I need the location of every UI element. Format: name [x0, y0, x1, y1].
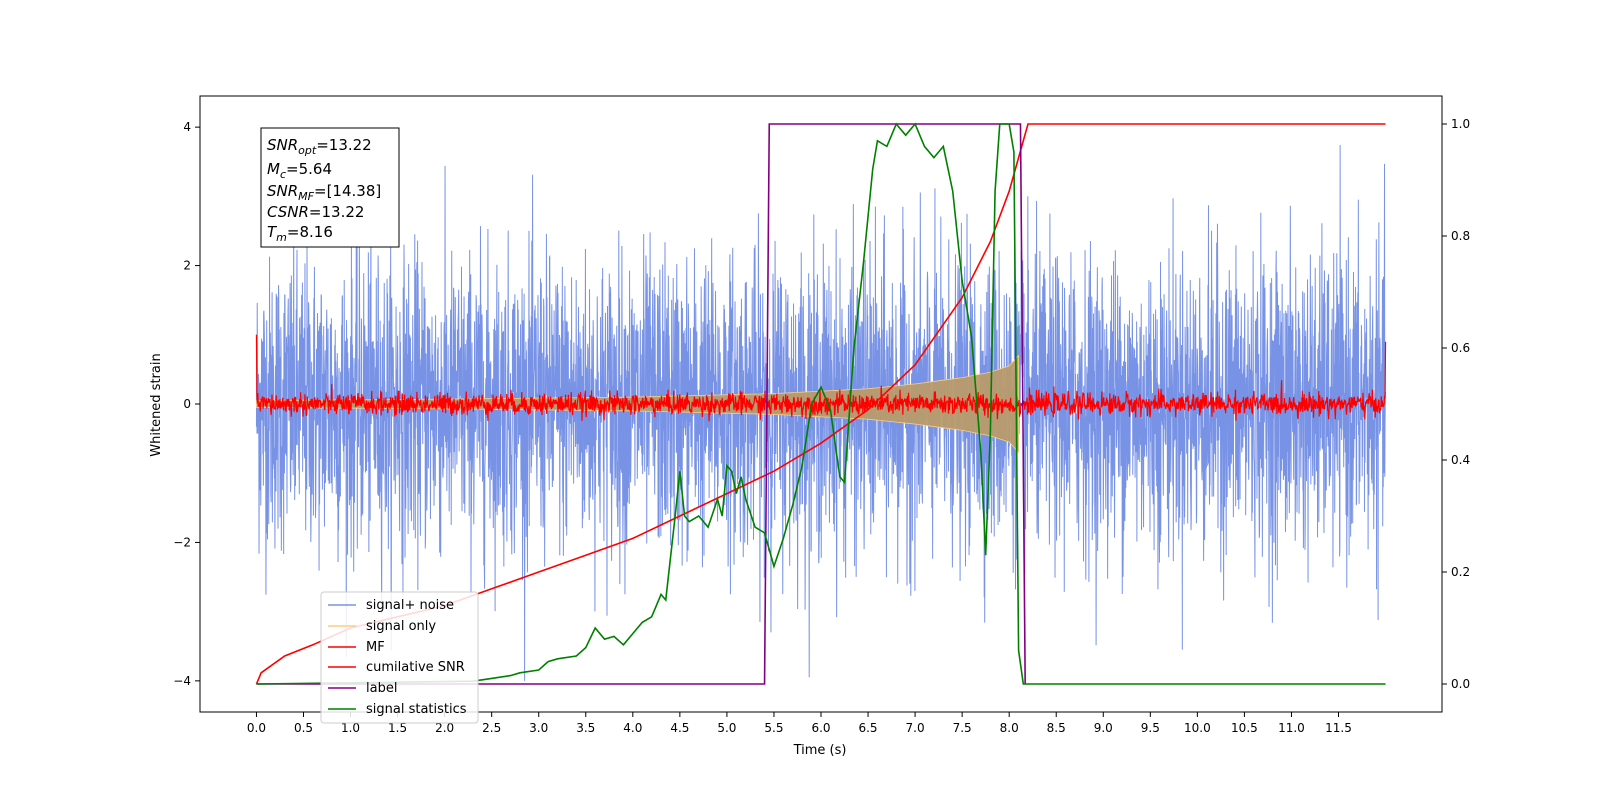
y-tick-label: −4 — [173, 674, 191, 688]
series-label — [256, 123, 1026, 685]
x-tick-label: 11.0 — [1278, 721, 1305, 735]
x-tick-label: 10.5 — [1231, 721, 1258, 735]
legend-label-signal-only: signal only — [366, 619, 436, 634]
legend-label-signal-statistics: signal statistics — [366, 702, 467, 717]
y-tick-label: 4 — [183, 120, 191, 134]
y-tick-label: −2 — [173, 535, 191, 549]
x-tick-label: 4.5 — [670, 721, 689, 735]
x-tick-label: 2.0 — [435, 721, 454, 735]
y2-tick-label: 0.8 — [1451, 229, 1470, 243]
legend-label-signal-noise: signal+ noise — [366, 598, 454, 613]
y2-tick-label: 0.6 — [1451, 341, 1470, 355]
y-tick-label: 0 — [183, 397, 191, 411]
legend-label-cumulative-snr: cumilative SNR — [366, 660, 465, 675]
y-axis-label: Whitened strain — [149, 353, 164, 456]
x-tick-label: 8.5 — [1047, 721, 1066, 735]
y2-tick-label: 1.0 — [1451, 117, 1470, 131]
x-tick-label: 0.5 — [294, 721, 313, 735]
x-tick-label: 11.5 — [1325, 721, 1352, 735]
y2-tick-label: 0.4 — [1451, 453, 1470, 467]
legend-label-mf: MF — [366, 640, 385, 655]
info-csnr: CSNR=13.22 — [267, 203, 364, 221]
y2-tick-label: 0.2 — [1451, 565, 1470, 579]
series-signal-statistics — [256, 122, 1386, 685]
info-mc: Mc=5.64 — [267, 160, 332, 181]
info-box: SNRopt=13.22 Mc=5.64 SNRMF=[14.38] CSNR=… — [260, 127, 400, 248]
x-tick-label: 9.0 — [1094, 721, 1113, 735]
x-tick-label: 7.0 — [906, 721, 925, 735]
y-axis-left: 4 2 0 −2 −4 — [173, 120, 200, 688]
y-axis-right: 1.0 0.8 0.6 0.4 0.2 0.0 — [1442, 117, 1470, 691]
legend: signal+ noise signal only MF cumilative … — [320, 591, 479, 724]
x-axis: 0.0 0.5 1.0 1.5 2.0 2.5 3.0 3.5 4.0 4.5 5.0 5.5 6.0 6… — [247, 712, 1352, 735]
x-tick-label: 5.5 — [764, 721, 783, 735]
x-tick-label: 5.0 — [717, 721, 736, 735]
series-layer — [255, 122, 1387, 685]
x-tick-label: 3.0 — [529, 721, 548, 735]
info-snr-opt: SNRopt=13.22 — [267, 136, 372, 157]
legend-label-label: label — [366, 681, 397, 696]
x-tick-label: 8.0 — [1000, 721, 1019, 735]
x-axis-label: Time (s) — [793, 743, 847, 758]
x-tick-label: 4.0 — [623, 721, 642, 735]
y2-tick-label: 0.0 — [1451, 677, 1470, 691]
info-tm: Tm=8.16 — [267, 223, 333, 244]
x-tick-label: 6.5 — [858, 721, 877, 735]
x-tick-label: 2.5 — [482, 721, 501, 735]
x-tick-label: 1.0 — [341, 721, 360, 735]
x-tick-label: 1.5 — [388, 721, 407, 735]
y-tick-label: 2 — [183, 259, 191, 273]
x-tick-label: 10.0 — [1184, 721, 1211, 735]
x-tick-label: 3.5 — [576, 721, 595, 735]
x-tick-label: 9.5 — [1141, 721, 1160, 735]
series-mf — [255, 334, 1387, 422]
x-tick-label: 0.0 — [247, 721, 266, 735]
info-snr-mf: SNRMF=[14.38] — [267, 182, 381, 203]
x-tick-label: 7.5 — [953, 721, 972, 735]
x-tick-label: 6.0 — [811, 721, 830, 735]
